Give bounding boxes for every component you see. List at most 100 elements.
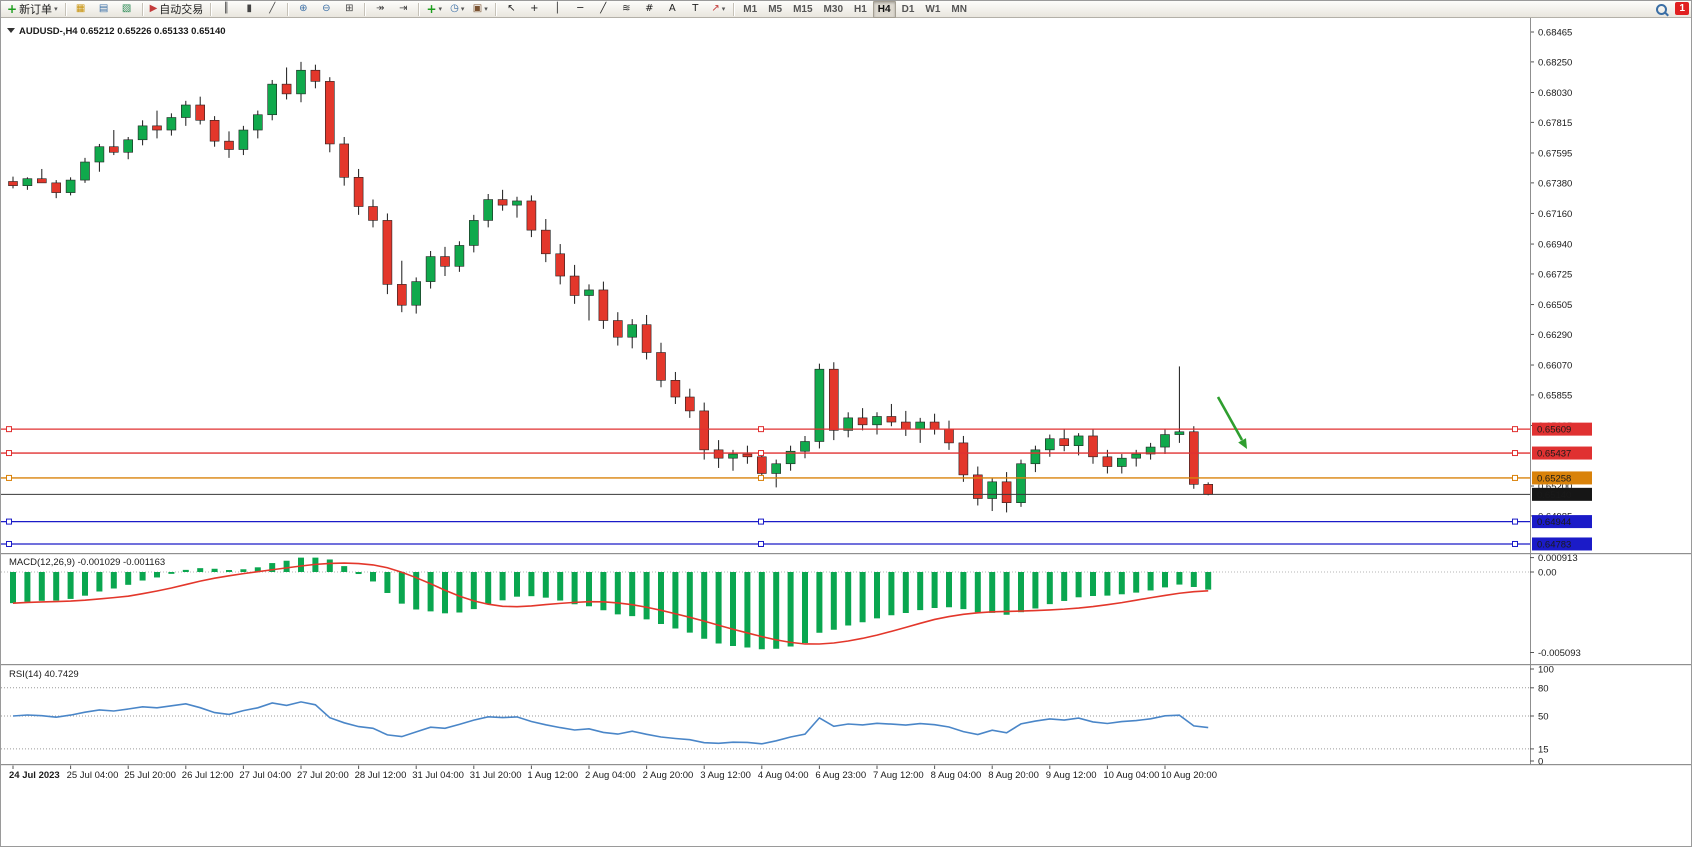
price-axis-label: 0.65200 (1538, 481, 1572, 492)
templates-button[interactable]: ▣ ▾ (469, 1, 491, 18)
time-axis-label: 1 Aug 12:00 (527, 770, 578, 781)
vertical-line-button[interactable]: │ (546, 1, 568, 18)
candle-body (1117, 457, 1127, 467)
macd-signal-line (12, 562, 1209, 645)
dropdown-caret-icon: ▾ (721, 5, 726, 13)
line-handle[interactable] (1512, 540, 1518, 547)
market-watch-icon: ▦ (75, 3, 86, 14)
line-handle[interactable] (758, 474, 764, 481)
timeframe-h1-button[interactable]: H1 (854, 3, 867, 15)
candle-body (872, 416, 882, 426)
toolbar-separator (418, 2, 420, 16)
timeframe-mn-button[interactable]: MN (951, 3, 967, 15)
tile-windows-button[interactable]: ⊞ (338, 1, 360, 18)
line-handle[interactable] (758, 450, 764, 457)
candle-body (195, 104, 205, 121)
periods-button[interactable]: ◷ ▾ (446, 1, 468, 18)
candle-body (828, 368, 839, 431)
new-order-button[interactable]: + 新订单 ▾ (4, 1, 61, 18)
line-handle[interactable] (6, 426, 12, 433)
bar-chart-button[interactable]: ║ (215, 1, 237, 18)
navigator-button[interactable]: ▤ (93, 1, 115, 18)
candle-body (1160, 434, 1170, 448)
line-handle[interactable] (758, 426, 764, 433)
time-axis-label: 26 Jul 12:00 (182, 770, 234, 781)
time-axis-label: 24 Jul 2023 (9, 770, 60, 781)
fibonacci-button[interactable]: ≋ (615, 1, 637, 18)
zoom-in-icon: ⊕ (299, 3, 308, 14)
timeframe-m1-button[interactable]: M1 (743, 3, 758, 15)
candle-body (1059, 438, 1069, 446)
candle-body (1016, 463, 1026, 503)
line-handle[interactable] (1512, 474, 1518, 481)
trendline-icon: ╱ (600, 3, 607, 14)
timeframe-h4-button[interactable]: H4 (872, 1, 896, 18)
autotrading-icon: ▶ (149, 3, 158, 14)
line-handle[interactable] (6, 540, 12, 547)
time-axis-label: 6 Aug 23:00 (815, 770, 866, 781)
chart-shift-button[interactable]: ⇥ (392, 1, 414, 18)
macd-panel: MACD(12,26,9) -0.001029 -0.001163 0.00091… (9, 553, 1581, 659)
price-tag-label: 0.64783 (1537, 539, 1571, 550)
candle-body (152, 125, 162, 131)
grid-button[interactable]: # (638, 1, 660, 18)
auto-scroll-button[interactable]: ↠ (369, 1, 391, 18)
chart-title: AUDUSD-,H4 0.65212 0.65226 0.65133 0.651… (19, 26, 226, 37)
timeframe-m30-button[interactable]: M30 (823, 3, 843, 15)
dropdown-caret-icon: ▾ (484, 5, 488, 13)
candle-body (800, 441, 810, 452)
price-tag-0.64783 (1532, 537, 1592, 551)
line-chart-icon: ╱ (269, 3, 276, 14)
notification-badge[interactable]: 1 (1675, 2, 1689, 15)
text-label-button[interactable]: T (684, 1, 706, 18)
toolbar-separator (64, 2, 66, 16)
horizontal-line-button[interactable]: ─ (569, 1, 591, 18)
search-button[interactable] (1650, 1, 1672, 18)
line-chart-button[interactable]: ╱ (261, 1, 283, 18)
candle-body (353, 177, 364, 207)
toolbar-separator (364, 2, 366, 16)
price-axis-label: 0.67160 (1538, 209, 1572, 220)
rsi-panel: RSI(14) 40.7429 100 80 50 15 0 (1, 665, 1554, 768)
terminal-button[interactable]: ▧ (116, 1, 138, 18)
timeframe-m15-button[interactable]: M15 (793, 3, 813, 15)
indicators-button[interactable]: + ▾ (423, 1, 445, 18)
timeframe-w1-button[interactable]: W1 (925, 3, 941, 15)
line-handle[interactable] (1512, 518, 1518, 525)
line-handle[interactable] (1512, 450, 1518, 457)
time-axis-label: 10 Aug 04:00 (1103, 770, 1159, 781)
time-axis[interactable]: 24 Jul 2023 25 Jul 04:00 25 Jul 20:00 26 Ju… (9, 765, 1217, 782)
trend-arrow-annotation[interactable] (1216, 396, 1247, 449)
candle-body (224, 140, 234, 150)
arrows-icon: ↗ (711, 3, 720, 14)
arrows-button[interactable]: ↗ ▾ (707, 1, 729, 18)
line-handle[interactable] (758, 518, 764, 525)
market-watch-button[interactable]: ▦ (70, 1, 92, 18)
text-icon: A (668, 3, 676, 14)
zoom-out-button[interactable]: ⊖ (315, 1, 337, 18)
trendline-button[interactable]: ╱ (592, 1, 614, 18)
line-handle[interactable] (1512, 426, 1518, 433)
candle-body (1189, 431, 1199, 485)
timeframe-m5-button[interactable]: M5 (768, 3, 783, 15)
crosshair-button[interactable]: + (523, 1, 545, 18)
time-axis-label: 31 Jul 20:00 (470, 770, 522, 781)
cursor-button[interactable]: ↖ (500, 1, 522, 18)
candle-body (253, 114, 263, 131)
line-handle[interactable] (6, 518, 12, 525)
candle-body (929, 421, 940, 430)
cursor-icon: ↖ (507, 3, 516, 14)
chart-collapse-icon[interactable] (7, 28, 15, 33)
line-handle[interactable] (758, 540, 764, 547)
line-handle[interactable] (6, 474, 12, 481)
autotrading-button[interactable]: ▶ 自动交易 (147, 1, 207, 18)
zoom-in-button[interactable]: ⊕ (292, 1, 314, 18)
candlestick-chart-button[interactable]: ▮ (238, 1, 260, 18)
timeframe-d1-button[interactable]: D1 (901, 3, 915, 15)
candle-body (22, 178, 33, 186)
line-handle[interactable] (6, 450, 12, 457)
text-button[interactable]: A (661, 1, 683, 18)
candle-body (8, 181, 18, 186)
